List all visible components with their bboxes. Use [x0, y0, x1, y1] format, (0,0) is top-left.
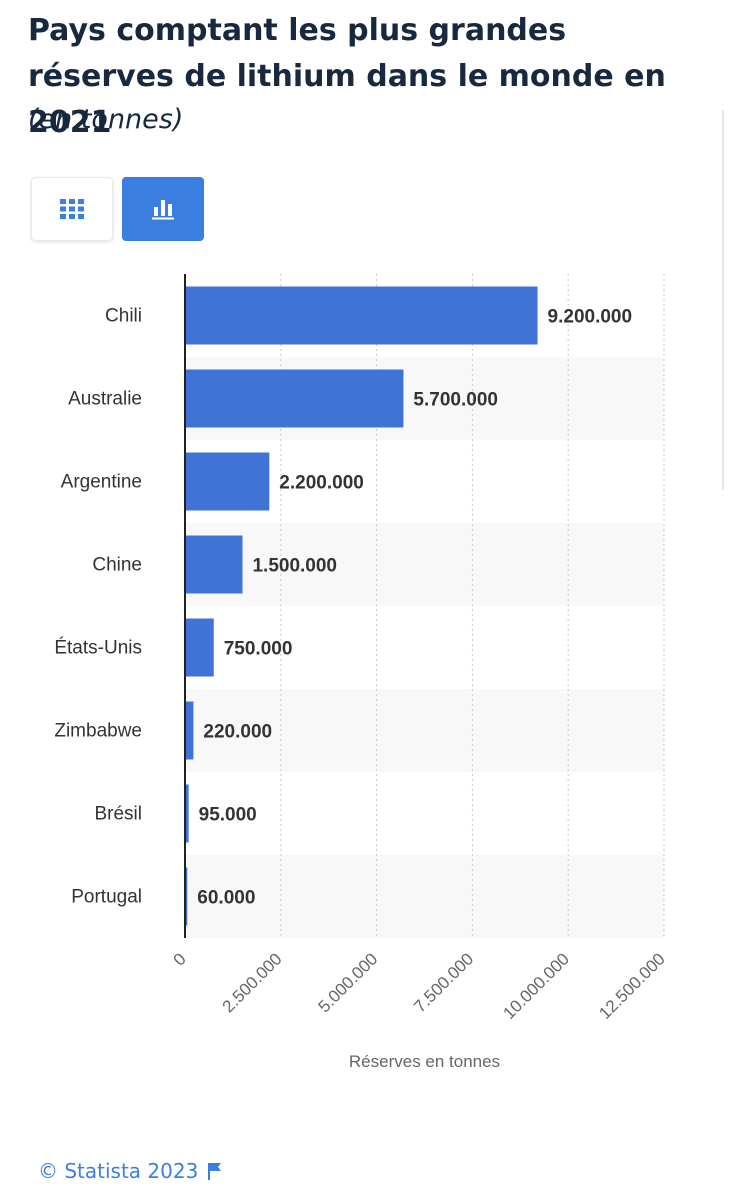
x-tick-label: 0	[170, 949, 190, 969]
footer: © Statista 2023	[38, 1159, 222, 1183]
value-label: 750.000	[224, 639, 293, 660]
value-label: 2.200.000	[279, 473, 364, 494]
category-label: Portugal	[71, 887, 142, 908]
chart-title: Pays comptant les plus grandes réserves …	[28, 13, 666, 140]
chart-svg: 0 2.500.000 5.000.000 7.500.000 10.000.000 12…	[54, 274, 669, 1071]
x-tick-label: 7.500.000	[410, 949, 477, 1016]
flag-icon[interactable]	[208, 1162, 222, 1180]
table-grid-icon	[60, 199, 84, 219]
x-tick-label: 12.500.000	[595, 949, 669, 1023]
bar	[185, 618, 214, 677]
value-label: 220.000	[203, 722, 272, 743]
value-label: 5.700.000	[413, 390, 498, 411]
value-label: 9.200.000	[548, 307, 633, 328]
bar-chart: 0 2.500.000 5.000.000 7.500.000 10.000.000 12…	[0, 268, 730, 1093]
bar	[185, 535, 243, 594]
value-label: 60.000	[197, 888, 255, 909]
bar-chart-icon	[152, 200, 174, 220]
value-label: 95.000	[199, 805, 257, 826]
bar	[185, 369, 404, 428]
row-band	[185, 523, 664, 606]
scroll-indicator	[722, 110, 724, 490]
x-tick-label: 2.500.000	[219, 949, 286, 1016]
category-label: Australie	[68, 389, 142, 410]
bar	[185, 701, 194, 760]
chart-view-button[interactable]	[122, 177, 204, 241]
chart-subtitle: (en tonnes)	[28, 104, 184, 135]
x-tick-label: 10.000.000	[499, 949, 573, 1023]
row-band	[185, 689, 664, 772]
bar	[185, 286, 538, 345]
category-label: États-Unis	[54, 638, 142, 659]
bar	[185, 784, 189, 843]
value-label: 1.500.000	[252, 556, 337, 577]
x-axis-title: Réserves en tonnes	[349, 1052, 500, 1071]
category-label: Argentine	[61, 472, 142, 493]
category-label: Chine	[92, 555, 142, 576]
table-view-button[interactable]	[31, 177, 113, 241]
category-label: Zimbabwe	[54, 721, 142, 742]
category-label: Brésil	[94, 804, 142, 825]
row-band	[185, 855, 664, 938]
category-label: Chili	[105, 306, 142, 327]
x-tick-label: 5.000.000	[315, 949, 382, 1016]
bar	[185, 867, 188, 926]
copyright-link[interactable]: © Statista 2023	[38, 1159, 199, 1183]
bar	[185, 452, 270, 511]
